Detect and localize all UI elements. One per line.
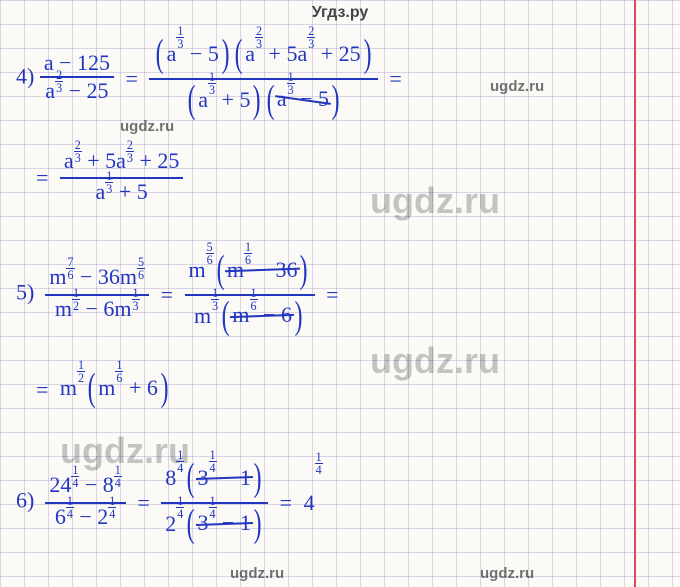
problem-4-line1: 4) a − 125 a23 − 25 = (a13 − 5)(a23 + 5a…: [16, 36, 408, 121]
problem-number: 5): [16, 280, 34, 305]
fraction: m56(m16 − 36) m13(m16 − 6): [185, 252, 315, 337]
fraction: a − 125 a23 − 25: [40, 52, 114, 105]
problem-number: 6): [16, 488, 34, 513]
problem-number: 4): [16, 64, 34, 89]
equals: =: [383, 66, 407, 91]
problem-4-line2: = a23 + 5a23 + 25 a13 + 5: [30, 150, 183, 206]
problem-5-line1: 5) m76 − 36m56 m12 − 6m13 = m56(m16 − 36…: [16, 252, 345, 337]
header-text: Угдз.ру: [312, 4, 369, 21]
equals: =: [120, 66, 144, 91]
equals: =: [320, 282, 344, 307]
fraction: a23 + 5a23 + 25 a13 + 5: [60, 150, 183, 206]
problem-5-line2: = m12(m16 + 6): [30, 370, 171, 410]
red-margin: [634, 0, 636, 587]
fraction: m76 − 36m56 m12 − 6m13: [45, 266, 149, 322]
equals: =: [30, 165, 54, 190]
page-header: Угдз.ру: [0, 4, 680, 22]
equals: =: [131, 490, 155, 515]
fraction: (a13 − 5)(a23 + 5a23 + 25) (a13 + 5)(a13…: [149, 36, 377, 121]
problem-6-line1: 6) 2414 − 814 614 − 214 = 814(314 − 1) 2…: [16, 460, 323, 545]
equals: =: [30, 377, 54, 402]
fraction: 2414 − 814 614 − 214: [45, 474, 126, 530]
equals: =: [274, 490, 298, 515]
fraction: 814(314 − 1) 214(314 − 1): [161, 460, 268, 545]
equals: =: [155, 282, 179, 307]
